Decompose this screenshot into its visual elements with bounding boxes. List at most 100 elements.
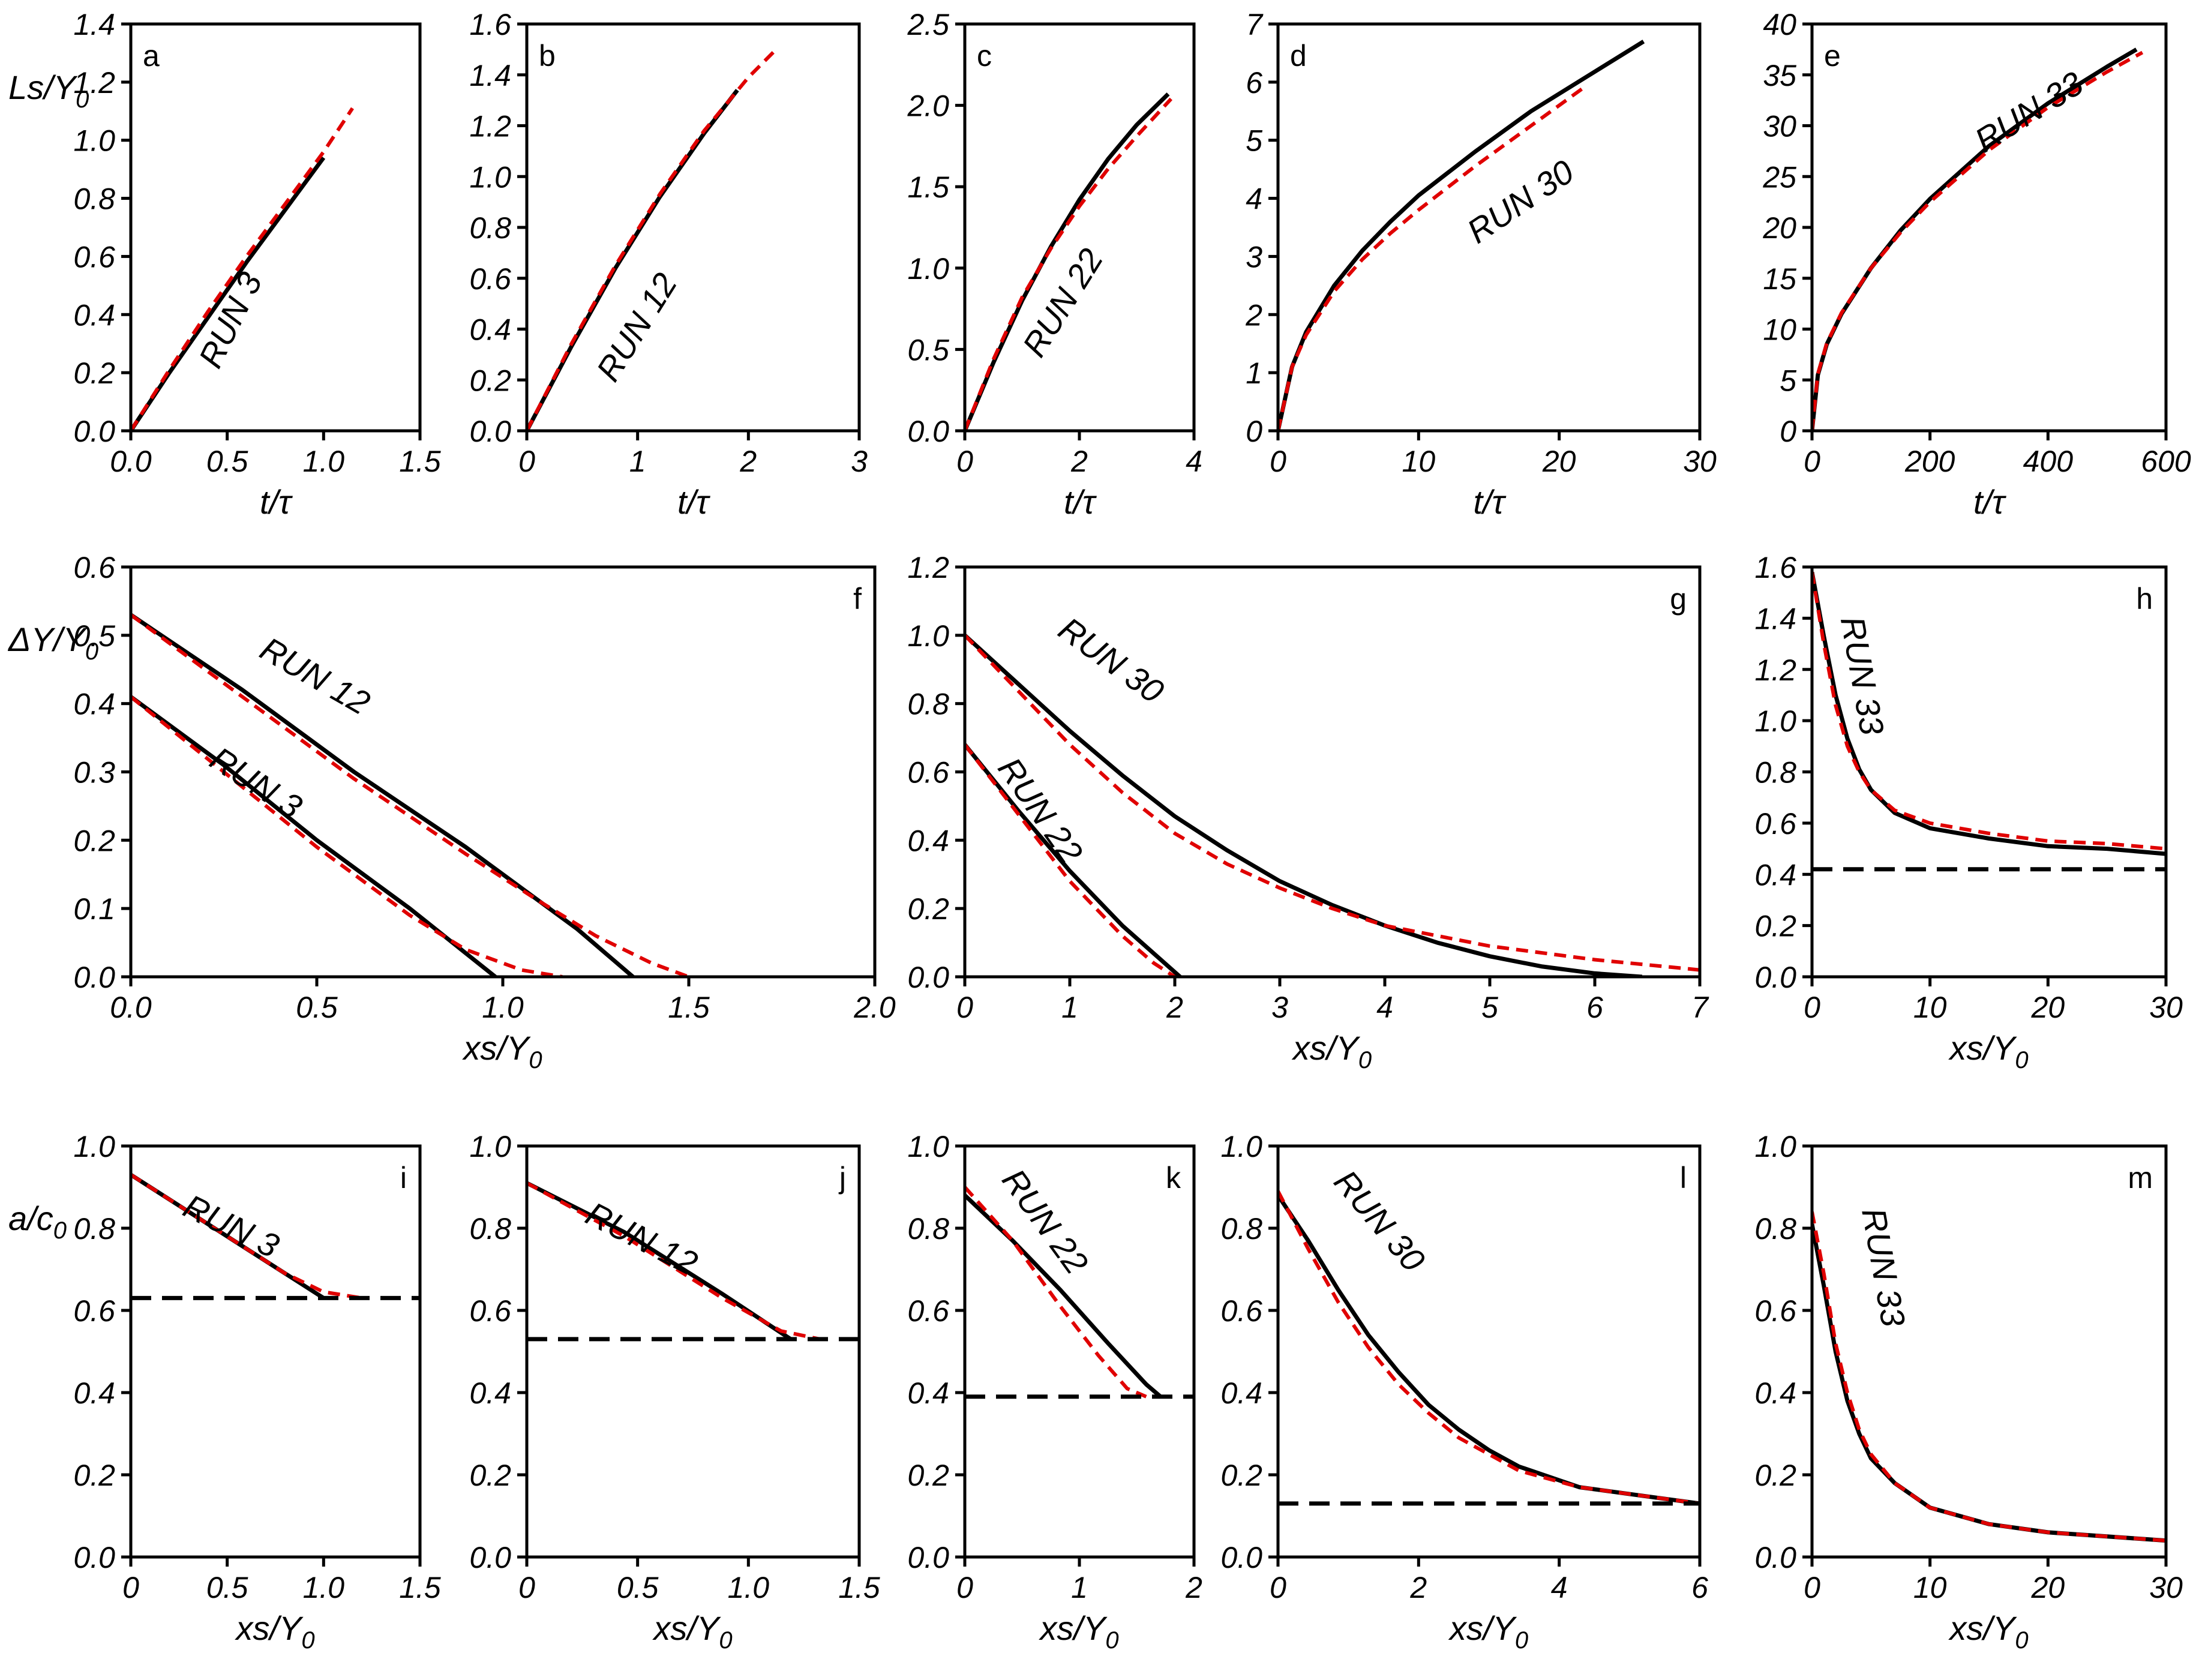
x-tick-label: 4 bbox=[1376, 991, 1393, 1024]
y-tick-label: 0.2 bbox=[73, 356, 115, 390]
series-f-run-12-model bbox=[131, 613, 690, 977]
panel-m: 0 10 20 30 0.0 0.2 0.4 0.6 0.8 1.0 xs/Y0 m RUN 33 bbox=[1754, 1130, 2183, 1654]
x-tick-label: 0.5 bbox=[617, 1571, 659, 1604]
x-tick-label: 1.0 bbox=[728, 1571, 770, 1604]
y-axis-label: Ls/Y0 bbox=[8, 68, 89, 113]
series-g-run-22-model bbox=[965, 743, 1176, 977]
series-c-model bbox=[965, 97, 1173, 431]
y-tick-label: 1.0 bbox=[73, 124, 115, 158]
x-axis-label: xs/Y0 bbox=[652, 1609, 732, 1654]
x-tick-label: 2 bbox=[1185, 1571, 1202, 1604]
y-tick-label: 0.8 bbox=[469, 1212, 511, 1246]
run-label: RUN 12 bbox=[580, 1195, 704, 1283]
y-tick-label: 0.6 bbox=[469, 1294, 511, 1328]
y-axis-label: ΔY/Y0 bbox=[7, 620, 98, 665]
y-tick-label: 5 bbox=[1246, 124, 1262, 158]
y-tick-label: 1.0 bbox=[907, 252, 949, 286]
series-m-model bbox=[1812, 1211, 2166, 1543]
panel-label: b bbox=[539, 39, 556, 73]
panel-label: j bbox=[838, 1161, 846, 1195]
panel-i: 0 0.5 1.0 1.5 0.0 0.2 0.4 0.6 0.8 1.0 xs/Y0 a/c0 i RU… bbox=[8, 1130, 441, 1654]
panel-label: f bbox=[853, 582, 862, 616]
panel-a: 0.0 0.5 1.0 1.5 0.0 0.2 0.4 0.6 0.8 1.0 1.2 1.4 t/τ L… bbox=[8, 8, 441, 521]
y-tick-label: 0.6 bbox=[1220, 1294, 1262, 1328]
y-tick-label: 0.8 bbox=[73, 182, 115, 216]
x-tick-label: 1.5 bbox=[668, 991, 710, 1024]
x-tick-label: 3 bbox=[1271, 991, 1288, 1024]
x-tick-label: 0.5 bbox=[206, 1571, 248, 1604]
y-tick-label: 0.5 bbox=[73, 619, 115, 653]
run-label: RUN 12 bbox=[254, 629, 376, 722]
y-tick-label: 0 bbox=[1780, 415, 1796, 448]
y-tick-label: 1.4 bbox=[469, 59, 511, 92]
y-tick-label: 0.8 bbox=[469, 211, 511, 245]
y-tick-label: 0.8 bbox=[1754, 1212, 1796, 1246]
series-f-run-3-model bbox=[131, 695, 563, 977]
y-tick-label: 0.6 bbox=[907, 756, 949, 790]
x-tick-label: 2 bbox=[1166, 991, 1183, 1024]
y-tick-label: 0.2 bbox=[907, 892, 949, 926]
x-tick-label: 200 bbox=[1904, 445, 1955, 478]
series-d-simulation bbox=[1278, 40, 1645, 431]
y-tick-label: 1 bbox=[1246, 356, 1262, 390]
x-tick-label: 0 bbox=[1804, 991, 1820, 1024]
panel-label: m bbox=[2128, 1161, 2153, 1195]
y-tick-label: 5 bbox=[1780, 364, 1796, 397]
x-axis-label: xs/Y0 bbox=[1448, 1609, 1528, 1654]
x-tick-label: 1.5 bbox=[399, 445, 441, 478]
y-tick-label: 0.0 bbox=[1220, 1541, 1262, 1574]
axes-frame bbox=[1810, 1144, 2168, 1559]
panel-label: l bbox=[1680, 1161, 1687, 1195]
x-tick-label: 400 bbox=[2023, 445, 2074, 478]
x-tick-label: 1 bbox=[1071, 1571, 1088, 1604]
run-label: RUN 33 bbox=[1968, 64, 2089, 160]
x-axis-label: xs/Y0 bbox=[1038, 1609, 1118, 1654]
x-tick-label: 0 bbox=[956, 991, 973, 1024]
y-axis-label: a/c0 bbox=[8, 1199, 67, 1244]
y-tick-label: 1.0 bbox=[907, 619, 949, 653]
x-tick-label: 10 bbox=[1913, 991, 1947, 1024]
panel-f: 0.0 0.5 1.0 1.5 2.0 0.0 0.1 0.2 0.3 0.4 0.5 0.6 xs/Y… bbox=[7, 551, 896, 1073]
y-tick-label: 1.6 bbox=[1754, 551, 1796, 584]
y-tick-label: 0.2 bbox=[1220, 1459, 1262, 1492]
axes-frame bbox=[525, 1144, 861, 1559]
y-tick-label: 1.5 bbox=[907, 170, 949, 204]
panel-l: 0 2 4 6 0.0 0.2 0.4 0.6 0.8 1.0 xs/Y0 l RUN 30 bbox=[1220, 1130, 1708, 1654]
y-tick-label: 0.6 bbox=[907, 1294, 949, 1328]
y-tick-label: 0.8 bbox=[907, 1212, 949, 1246]
x-tick-label: 0 bbox=[518, 1571, 535, 1604]
y-tick-label: 0.0 bbox=[907, 415, 949, 448]
y-tick-label: 0.4 bbox=[907, 824, 949, 857]
series-h-model bbox=[1812, 572, 2166, 851]
x-axis-label: t/τ bbox=[1473, 483, 1506, 521]
y-tick-label: 0.0 bbox=[73, 961, 115, 994]
y-tick-label: 6 bbox=[1246, 66, 1262, 100]
axes-frame bbox=[1810, 22, 2168, 433]
run-label: RUN 3 bbox=[191, 266, 269, 374]
series-h-simulation bbox=[1812, 571, 2166, 856]
x-tick-label: 1.5 bbox=[838, 1571, 880, 1604]
y-tick-label: 0.4 bbox=[73, 298, 115, 332]
y-tick-label: 0.2 bbox=[73, 1459, 115, 1492]
y-tick-label: 1.0 bbox=[469, 160, 511, 194]
panel-label: a bbox=[143, 39, 160, 73]
series-k-model bbox=[965, 1186, 1147, 1399]
y-tick-label: 0.4 bbox=[1220, 1376, 1262, 1410]
y-tick-label: 0.8 bbox=[1220, 1212, 1262, 1246]
x-tick-label: 0.0 bbox=[110, 445, 152, 478]
panel-j: 0 0.5 1.0 1.5 0.0 0.2 0.4 0.6 0.8 1.0 xs/Y0 j RUN 12 bbox=[469, 1130, 880, 1654]
x-axis-label: xs/Y0 bbox=[461, 1029, 542, 1073]
y-tick-label: 3 bbox=[1246, 240, 1262, 274]
panel-h: 0 10 20 30 0.0 0.2 0.4 0.6 0.8 1.0 1.2 1.4 1.6 xs/Y0 h… bbox=[1754, 551, 2183, 1073]
y-tick-label: 7 bbox=[1246, 8, 1264, 41]
y-tick-label: 1.4 bbox=[73, 8, 115, 41]
x-tick-label: 30 bbox=[1683, 445, 1717, 478]
y-tick-label: 0.6 bbox=[73, 240, 115, 274]
x-tick-label: 20 bbox=[2031, 1571, 2065, 1604]
x-tick-label: 1.0 bbox=[303, 1571, 345, 1604]
run-label: RUN 22 bbox=[995, 1162, 1096, 1280]
y-tick-label: 1.0 bbox=[1754, 1130, 1796, 1163]
y-tick-label: 1.6 bbox=[469, 8, 511, 41]
series-i-model bbox=[131, 1173, 363, 1300]
x-tick-label: 1 bbox=[629, 445, 646, 478]
